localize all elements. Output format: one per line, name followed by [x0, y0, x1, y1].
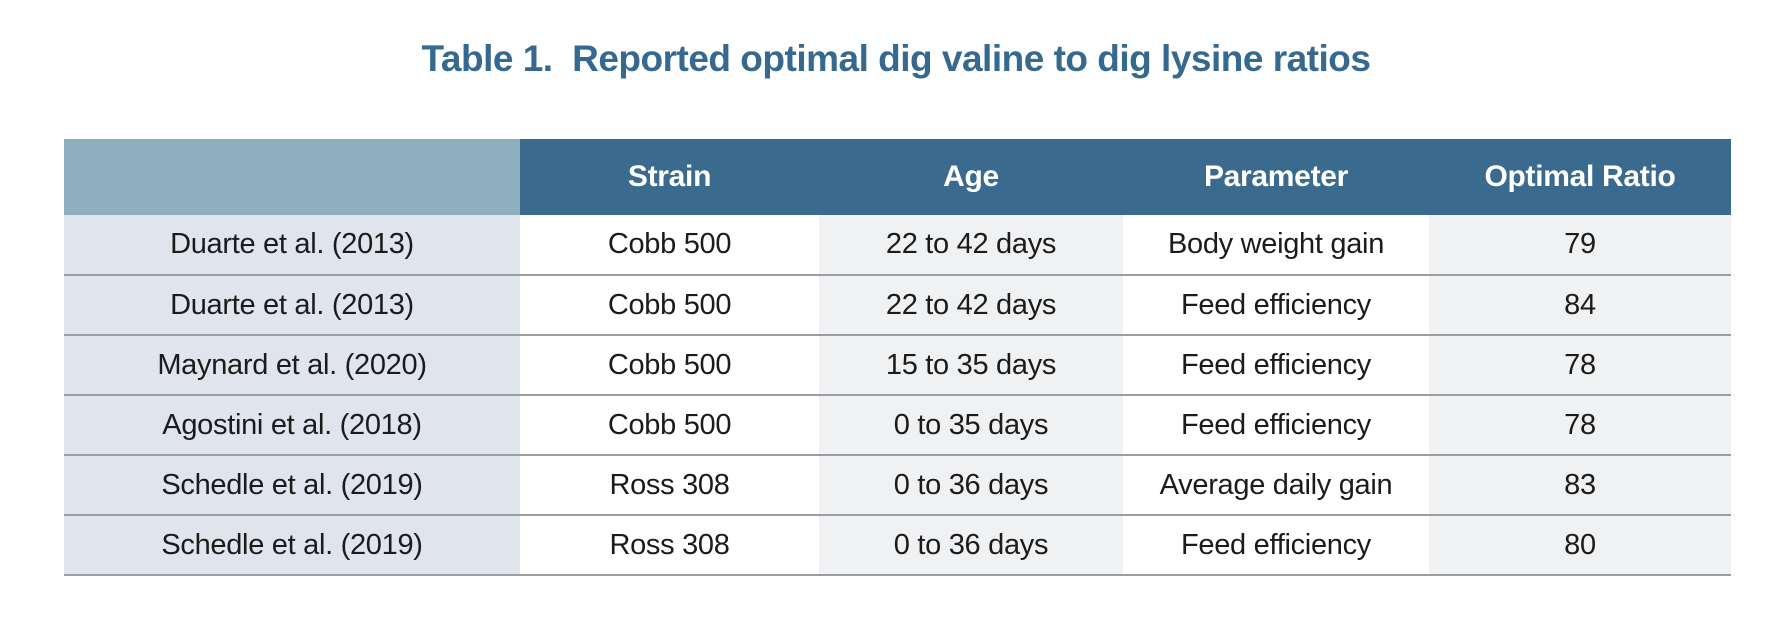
cell-parameter: Feed efficiency — [1123, 334, 1429, 395]
cell-optimal-ratio: 84 — [1429, 274, 1731, 335]
optimal-ratio-table: Strain Age Parameter Optimal Ratio Duart… — [64, 139, 1731, 576]
column-header-source-blank — [64, 139, 520, 215]
cell-age: 0 to 36 days — [819, 514, 1123, 576]
table-header: Strain Age Parameter Optimal Ratio — [64, 139, 1731, 215]
cell-source: Maynard et al. (2020) — [64, 334, 520, 395]
cell-age: 0 to 36 days — [819, 454, 1123, 515]
table-row: Schedle et al. (2019) Ross 308 0 to 36 d… — [64, 514, 1731, 576]
cell-parameter: Feed efficiency — [1123, 514, 1429, 576]
cell-age: 22 to 42 days — [819, 274, 1123, 335]
cell-parameter: Body weight gain — [1123, 215, 1429, 275]
cell-optimal-ratio: 83 — [1429, 454, 1731, 515]
cell-optimal-ratio: 79 — [1429, 215, 1731, 275]
table-title: Table 1. Reported optimal dig valine to … — [421, 38, 1371, 79]
cell-age: 22 to 42 days — [819, 215, 1123, 275]
table-row: Maynard et al. (2020) Cobb 500 15 to 35 … — [64, 334, 1731, 395]
cell-optimal-ratio: 80 — [1429, 514, 1731, 576]
table-row: Agostini et al. (2018) Cobb 500 0 to 35 … — [64, 394, 1731, 455]
table-row: Schedle et al. (2019) Ross 308 0 to 36 d… — [64, 454, 1731, 515]
column-header-parameter: Parameter — [1123, 139, 1429, 215]
header-row: Strain Age Parameter Optimal Ratio — [64, 139, 1731, 215]
cell-source: Duarte et al. (2013) — [64, 274, 520, 335]
cell-parameter: Average daily gain — [1123, 454, 1429, 515]
cell-source: Agostini et al. (2018) — [64, 394, 520, 455]
cell-source: Duarte et al. (2013) — [64, 215, 520, 275]
cell-strain: Ross 308 — [520, 514, 819, 576]
column-header-strain: Strain — [520, 139, 819, 215]
cell-optimal-ratio: 78 — [1429, 334, 1731, 395]
cell-parameter: Feed efficiency — [1123, 394, 1429, 455]
cell-source: Schedle et al. (2019) — [64, 454, 520, 515]
cell-strain: Cobb 500 — [520, 334, 819, 395]
cell-parameter: Feed efficiency — [1123, 274, 1429, 335]
cell-age: 15 to 35 days — [819, 334, 1123, 395]
cell-source: Schedle et al. (2019) — [64, 514, 520, 576]
cell-strain: Cobb 500 — [520, 394, 819, 455]
table-body: Duarte et al. (2013) Cobb 500 22 to 42 d… — [64, 215, 1731, 576]
column-header-optimal-ratio: Optimal Ratio — [1429, 139, 1731, 215]
column-header-age: Age — [819, 139, 1123, 215]
cell-strain: Cobb 500 — [520, 215, 819, 275]
cell-age: 0 to 35 days — [819, 394, 1123, 455]
table-row: Duarte et al. (2013) Cobb 500 22 to 42 d… — [64, 215, 1731, 275]
cell-optimal-ratio: 78 — [1429, 394, 1731, 455]
table-row: Duarte et al. (2013) Cobb 500 22 to 42 d… — [64, 274, 1731, 335]
table-container: Strain Age Parameter Optimal Ratio Duart… — [64, 139, 1731, 576]
cell-strain: Ross 308 — [520, 454, 819, 515]
cell-strain: Cobb 500 — [520, 274, 819, 335]
